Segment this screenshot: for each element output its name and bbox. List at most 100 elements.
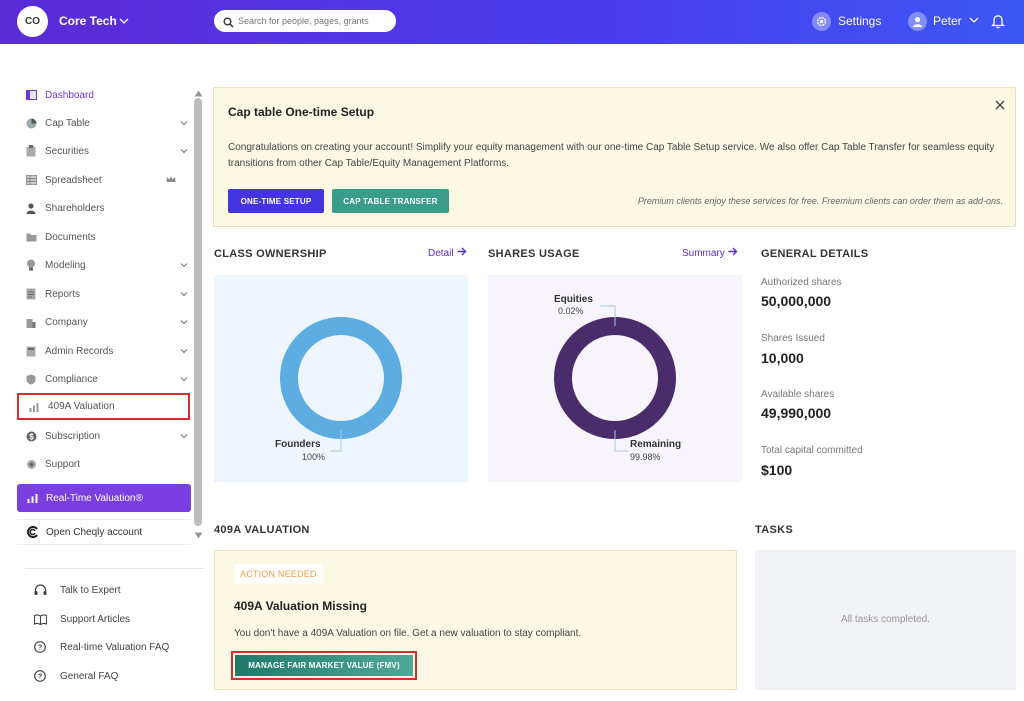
equities-leader-line xyxy=(600,305,616,326)
search-input[interactable] xyxy=(238,13,390,29)
sidebar-item-company[interactable]: Company xyxy=(16,309,190,335)
banner-description: Congratulations on creating your account… xyxy=(228,142,995,169)
crown-icon xyxy=(166,175,176,186)
scroll-down-icon[interactable] xyxy=(194,526,203,544)
sidebar-item-label: Company xyxy=(45,316,88,328)
support-articles-link[interactable]: Support Articles xyxy=(34,609,130,629)
tasks-title: TASKS xyxy=(755,524,793,536)
shares-usage-donut xyxy=(554,305,676,452)
chevron-down-icon xyxy=(180,261,188,272)
cheqly-logo-icon xyxy=(27,526,39,538)
action-needed-badge: ACTION NEEDED xyxy=(234,564,323,584)
building-icon xyxy=(25,316,37,328)
question-icon: ? xyxy=(34,670,48,682)
svg-text:?: ? xyxy=(38,643,43,652)
tasks-card: All tasks completed. xyxy=(755,550,1016,690)
org-name[interactable]: Core Tech xyxy=(59,14,117,28)
shares-usage-chart: Equities 0.02% Remaining 99.98% xyxy=(488,275,742,482)
real-time-valuation-faq-link[interactable]: ? Real-time Valuation FAQ xyxy=(34,637,169,657)
cap-table-transfer-button[interactable]: CAP TABLE TRANSFER xyxy=(332,189,449,213)
help-label: Talk to Expert xyxy=(60,584,121,596)
sidebar-item-spreadsheet[interactable]: Spreadsheet xyxy=(16,167,190,193)
gear-icon xyxy=(812,11,831,31)
sidebar-item-documents[interactable]: Documents xyxy=(16,224,190,250)
dollar-icon: $ xyxy=(25,430,37,442)
help-label: Real-time Valuation FAQ xyxy=(60,641,170,653)
sidebar-item-support[interactable]: Support xyxy=(16,451,190,477)
sidebar-item-label: Compliance xyxy=(45,373,98,385)
sidebar-item-modeling[interactable]: Modeling xyxy=(16,252,190,278)
bell-icon[interactable] xyxy=(990,13,1006,34)
chevron-down-icon xyxy=(180,318,188,329)
remaining-leader-line xyxy=(614,430,628,452)
chevron-down-icon xyxy=(180,375,188,386)
sidebar-item-cap-table[interactable]: Cap Table xyxy=(16,110,190,136)
founders-leader-line xyxy=(330,430,342,452)
spreadsheet-icon xyxy=(25,174,37,186)
valuation-description: You don't have a 409A Valuation on file.… xyxy=(234,628,582,639)
bulb-icon xyxy=(25,259,37,271)
chevron-down-icon xyxy=(180,147,188,158)
shield-icon xyxy=(25,373,37,385)
valuation-card: ACTION NEEDED 409A Valuation Missing You… xyxy=(214,550,737,690)
sidebar-item-reports[interactable]: Reports xyxy=(16,281,190,307)
remaining-label: Remaining xyxy=(630,439,682,450)
shares-usage-slice-remaining xyxy=(554,317,676,439)
scroll-up-icon[interactable] xyxy=(194,84,203,102)
authorized-shares-label: Authorized shares xyxy=(761,277,842,288)
total-capital-label: Total capital committed xyxy=(761,445,863,456)
manage-fmv-button[interactable]: MANAGE FAIR MARKET VALUE (FMV) xyxy=(235,655,413,676)
chart-icon xyxy=(28,401,40,413)
headset-icon xyxy=(34,584,48,596)
sidebar-item-409a-valuation[interactable]: 409A Valuation xyxy=(17,393,190,420)
open-cheqly-account-button[interactable]: Open Cheqly account xyxy=(17,519,191,545)
sidebar-item-admin-records[interactable]: Admin Records xyxy=(16,338,190,364)
sidebar-divider xyxy=(25,568,205,569)
search-box[interactable] xyxy=(214,10,396,32)
available-shares-label: Available shares xyxy=(761,389,835,400)
banner-note: Premium clients enjoy these services for… xyxy=(637,196,1003,206)
sidebar-item-compliance[interactable]: Compliance xyxy=(16,366,190,392)
question-icon: ? xyxy=(34,641,48,653)
close-icon[interactable] xyxy=(995,97,1005,115)
class-ownership-chart: Founders 100% xyxy=(214,275,468,482)
banner-title: Cap table One-time Setup xyxy=(228,105,375,119)
sidebar-item-label: Subscription xyxy=(45,430,101,442)
svg-text:?: ? xyxy=(38,672,43,681)
settings-button[interactable]: Settings xyxy=(812,11,881,31)
tasks-empty-message: All tasks completed. xyxy=(841,614,930,625)
real-time-valuation-button[interactable]: Real-Time Valuation® xyxy=(17,484,191,512)
fmv-button-highlight: MANAGE FAIR MARKET VALUE (FMV) xyxy=(231,651,417,680)
talk-to-expert-link[interactable]: Talk to Expert xyxy=(34,580,121,600)
general-faq-link[interactable]: ? General FAQ xyxy=(34,666,118,686)
one-time-setup-button[interactable]: ONE-TIME SETUP xyxy=(228,189,324,213)
remaining-pct: 99.98% xyxy=(630,452,661,462)
sidebar-item-dashboard[interactable]: Dashboard xyxy=(16,82,190,108)
support-icon xyxy=(25,458,37,470)
user-menu[interactable]: Peter xyxy=(908,11,980,31)
class-ownership-donut xyxy=(280,317,402,452)
sidebar-item-label: Dashboard xyxy=(45,89,94,101)
sidebar-scrollbar[interactable] xyxy=(193,84,204,544)
valuation-title: 409A Valuation Missing xyxy=(234,599,367,613)
dashboard-icon xyxy=(25,89,37,101)
equities-pct: 0.02% xyxy=(558,306,584,316)
shares-issued-value: 10,000 xyxy=(761,350,804,366)
summary-link[interactable]: Summary xyxy=(682,247,738,259)
chevron-down-icon[interactable] xyxy=(118,14,130,32)
sidebar-item-subscription[interactable]: $ Subscription xyxy=(16,423,190,449)
sidebar-item-securities[interactable]: Securities xyxy=(16,138,190,164)
top-bar: CO Core Tech Settings Peter xyxy=(0,0,1024,44)
scrollbar-thumb[interactable] xyxy=(194,98,202,526)
sidebar-item-shareholders[interactable]: Shareholders xyxy=(16,195,190,221)
equities-label: Equities xyxy=(554,294,593,305)
detail-link[interactable]: Detail xyxy=(428,247,467,259)
cheqly-label: Open Cheqly account xyxy=(46,526,143,538)
founders-label: Founders xyxy=(275,439,321,450)
setup-banner: Cap table One-time Setup Congratulations… xyxy=(213,87,1016,227)
org-avatar[interactable]: CO xyxy=(17,6,48,37)
sidebar-item-label: 409A Valuation xyxy=(48,401,115,412)
sidebar-item-label: Support xyxy=(45,458,81,470)
help-label: Support Articles xyxy=(60,613,131,625)
detail-link-label: Detail xyxy=(428,247,454,259)
